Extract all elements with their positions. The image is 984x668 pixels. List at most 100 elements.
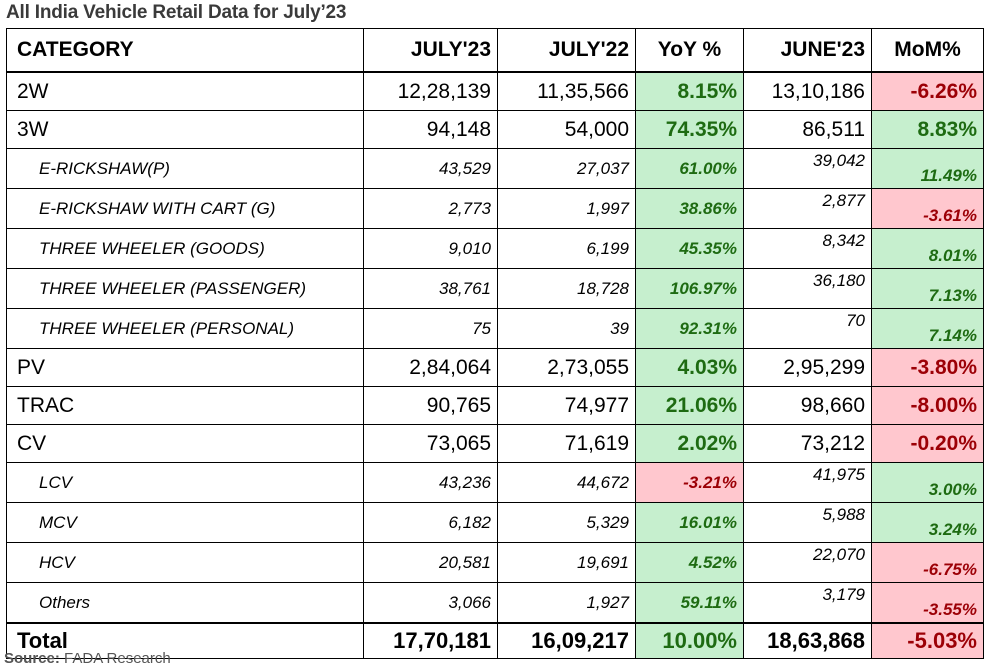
table-row: THREE WHEELER (PERSONAL) 75 39 92.31% 70 7.14… [6,308,984,349]
table-row: Others 3,066 1,927 59.11% 3,179 -3.55% [6,582,984,624]
table-row: TRAC 90,765 74,977 21.06% 98,660 -8.00% [6,386,984,425]
table-row: 2W 12,28,139 11,35,566 8.15% 13,10,186 -6.26% [6,71,984,111]
category-cell: THREE WHEELER (PERSONAL) [6,308,364,349]
mom-cell: -3.55% [871,582,984,624]
table-body: 2W 12,28,139 11,35,566 8.15% 13,10,186 -6.26%… [6,71,984,659]
yoy-cell: -3.21% [635,462,744,503]
mom-cell: -6.26% [871,71,984,111]
july22-cell: 1,927 [497,582,636,624]
june23-cell: 3,179 [743,582,872,624]
yoy-cell: 2.02% [635,424,744,463]
yoy-cell: 45.35% [635,228,744,269]
mom-cell: -5.03% [871,622,984,659]
july23-cell: 17,70,181 [363,622,498,659]
july23-cell: 6,182 [363,502,498,543]
table-row: HCV 20,581 19,691 4.52% 22,070 -6.75% [6,542,984,583]
mom-cell: 8.83% [871,110,984,149]
category-cell: THREE WHEELER (GOODS) [6,228,364,269]
table-row: THREE WHEELER (GOODS) 9,010 6,199 45.35% 8,3… [6,228,984,269]
july22-cell: 16,09,217 [497,622,636,659]
category-cell: E-RICKSHAW(P) [6,148,364,189]
table-row: LCV 43,236 44,672 -3.21% 41,975 3.00% [6,462,984,503]
july23-cell: 73,065 [363,424,498,463]
table-header-row: CATEGORY JULY'23 JULY'22 YoY % JUNE'23 M… [6,28,984,73]
yoy-cell: 8.15% [635,71,744,111]
header-category: CATEGORY [6,28,364,73]
july22-cell: 5,329 [497,502,636,543]
yoy-cell: 16.01% [635,502,744,543]
yoy-cell: 61.00% [635,148,744,189]
report-title: All India Vehicle Retail Data for July’2… [6,2,347,23]
mom-cell: -3.80% [871,348,984,387]
mom-cell: -3.61% [871,188,984,229]
july22-cell: 11,35,566 [497,71,636,111]
yoy-cell: 21.06% [635,386,744,425]
july22-cell: 2,73,055 [497,348,636,387]
yoy-cell: 59.11% [635,582,744,624]
june23-cell: 2,877 [743,188,872,229]
header-mom: MoM% [871,28,984,73]
table-row: Total 17,70,181 16,09,217 10.00% 18,63,868 -5… [6,622,984,659]
source-note: Source: FADA Research [4,650,171,667]
yoy-cell: 4.03% [635,348,744,387]
july22-cell: 1,997 [497,188,636,229]
vehicle-retail-table: CATEGORY JULY'23 JULY'22 YoY % JUNE'23 M… [6,28,984,659]
july23-cell: 94,148 [363,110,498,149]
category-cell: 3W [6,110,364,149]
june23-cell: 18,63,868 [743,622,872,659]
june23-cell: 98,660 [743,386,872,425]
yoy-cell: 10.00% [635,622,744,659]
july22-cell: 74,977 [497,386,636,425]
header-july23: JULY'23 [363,28,498,73]
table-row: CV 73,065 71,619 2.02% 73,212 -0.20% [6,424,984,463]
category-cell: CV [6,424,364,463]
header-june23: JUNE'23 [743,28,872,73]
category-cell: 2W [6,71,364,111]
category-cell: LCV [6,462,364,503]
table-row: E-RICKSHAW WITH CART (G) 2,773 1,997 38.86%… [6,188,984,229]
yoy-cell: 92.31% [635,308,744,349]
july23-cell: 75 [363,308,498,349]
june23-cell: 5,988 [743,502,872,543]
june23-cell: 36,180 [743,268,872,309]
july22-cell: 6,199 [497,228,636,269]
header-yoy: YoY % [635,28,744,73]
july23-cell: 90,765 [363,386,498,425]
july22-cell: 54,000 [497,110,636,149]
june23-cell: 2,95,299 [743,348,872,387]
july23-cell: 9,010 [363,228,498,269]
july23-cell: 3,066 [363,582,498,624]
category-cell: HCV [6,542,364,583]
july23-cell: 2,773 [363,188,498,229]
table-row: MCV 6,182 5,329 16.01% 5,988 3.24% [6,502,984,543]
yoy-cell: 106.97% [635,268,744,309]
july22-cell: 19,691 [497,542,636,583]
july22-cell: 39 [497,308,636,349]
category-cell: MCV [6,502,364,543]
july22-cell: 18,728 [497,268,636,309]
july23-cell: 20,581 [363,542,498,583]
mom-cell: -0.20% [871,424,984,463]
july22-cell: 71,619 [497,424,636,463]
yoy-cell: 38.86% [635,188,744,229]
category-cell: Others [6,582,364,624]
category-cell: PV [6,348,364,387]
june23-cell: 8,342 [743,228,872,269]
category-cell: Total [6,622,364,659]
june23-cell: 86,511 [743,110,872,149]
july23-cell: 2,84,064 [363,348,498,387]
source-text: FADA Research [59,650,171,667]
june23-cell: 70 [743,308,872,349]
yoy-cell: 74.35% [635,110,744,149]
source-label: Source: [4,650,60,667]
june23-cell: 41,975 [743,462,872,503]
june23-cell: 39,042 [743,148,872,189]
category-cell: TRAC [6,386,364,425]
table-row: PV 2,84,064 2,73,055 4.03% 2,95,299 -3.80% [6,348,984,387]
table-row: 3W 94,148 54,000 74.35% 86,511 8.83% [6,110,984,149]
mom-cell: 7.13% [871,268,984,309]
mom-cell: -6.75% [871,542,984,583]
june23-cell: 22,070 [743,542,872,583]
category-cell: E-RICKSHAW WITH CART (G) [6,188,364,229]
july23-cell: 38,761 [363,268,498,309]
